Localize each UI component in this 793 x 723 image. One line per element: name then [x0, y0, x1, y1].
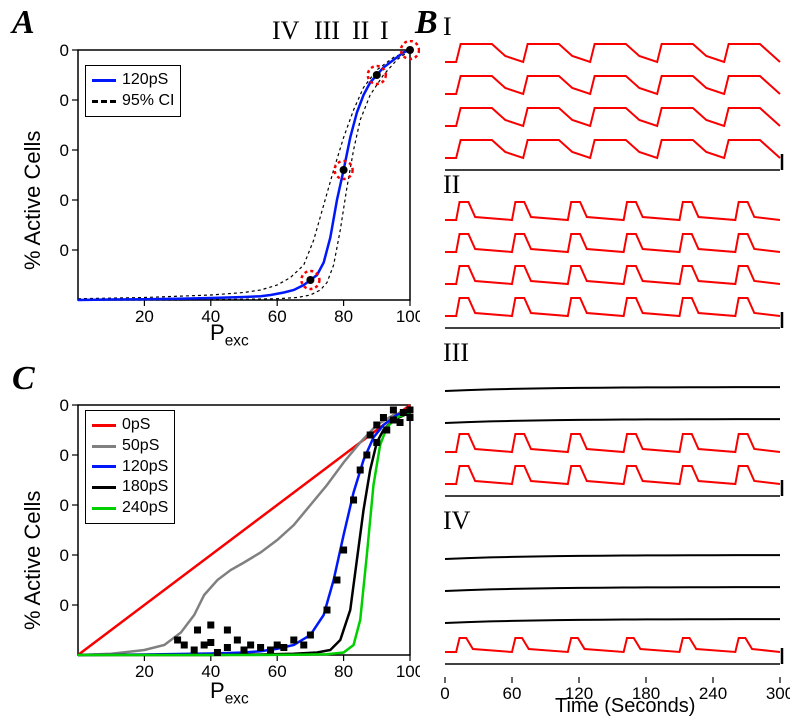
- svg-text:80: 80: [60, 91, 69, 110]
- svg-text:100: 100: [396, 662, 420, 681]
- svg-text:80: 80: [334, 662, 353, 681]
- legend-swatch-120ps-c: [92, 465, 116, 468]
- svg-text:IV: IV: [443, 506, 471, 535]
- legend-label-120ps: 120pS: [122, 70, 168, 91]
- panel-b-xlabel: Time (Seconds): [555, 695, 695, 718]
- panel-b-traces: IIIIIIIV060120180240300: [440, 15, 790, 705]
- panel-c-xlabel: Pexc: [210, 678, 249, 708]
- legend-swatch-240ps: [92, 507, 116, 510]
- legend-label-95ci: 95% CI: [122, 91, 174, 112]
- legend-row-180ps: 180pS: [92, 477, 168, 498]
- svg-text:60: 60: [60, 496, 69, 515]
- svg-text:40: 40: [60, 546, 69, 565]
- panel-a-legend: 120pS 95% CI: [85, 65, 181, 117]
- svg-text:100: 100: [60, 41, 69, 60]
- legend-row-120ps: 120pS: [92, 70, 174, 91]
- legend-swatch-180ps: [92, 486, 116, 489]
- panel-a-label: A: [12, 4, 35, 42]
- svg-text:60: 60: [268, 307, 287, 326]
- panel-a-xlabel-sub: exc: [225, 332, 249, 349]
- legend-row-240ps: 240pS: [92, 498, 168, 519]
- legend-row-120ps-c: 120pS: [92, 457, 168, 478]
- legend-swatch-120ps: [92, 79, 116, 82]
- legend-row-0ps: 0pS: [92, 415, 168, 436]
- svg-text:240: 240: [699, 684, 727, 703]
- legend-label-50ps: 50pS: [122, 436, 159, 457]
- panel-c-xlabel-sub: exc: [225, 690, 249, 707]
- panel-a-xlabel-main: P: [210, 320, 225, 345]
- svg-text:20: 20: [135, 307, 154, 326]
- panel-c-legend: 0pS 50pS 120pS 180pS 240pS: [85, 410, 175, 524]
- legend-label-180ps: 180pS: [122, 477, 168, 498]
- panel-c-ylabel: % Active Cells: [20, 491, 46, 630]
- svg-text:80: 80: [334, 307, 353, 326]
- svg-text:80: 80: [60, 446, 69, 465]
- svg-text:0: 0: [440, 684, 449, 703]
- legend-swatch-0ps: [92, 424, 116, 427]
- svg-text:300: 300: [766, 684, 790, 703]
- panel-b-label: B: [415, 4, 438, 42]
- legend-label-120ps-c: 120pS: [122, 457, 168, 478]
- legend-label-0ps: 0pS: [122, 415, 150, 436]
- svg-text:I: I: [443, 15, 452, 41]
- svg-text:20: 20: [60, 596, 69, 615]
- svg-text:60: 60: [503, 684, 522, 703]
- legend-label-240ps: 240pS: [122, 498, 168, 519]
- svg-text:II: II: [443, 170, 460, 199]
- svg-text:III: III: [443, 338, 469, 367]
- svg-text:100: 100: [60, 396, 69, 415]
- panel-a-xlabel: Pexc: [210, 320, 249, 350]
- svg-text:20: 20: [60, 241, 69, 260]
- svg-text:60: 60: [268, 662, 287, 681]
- panel-a-ylabel: % Active Cells: [20, 131, 46, 270]
- svg-text:100: 100: [396, 307, 420, 326]
- legend-row-50ps: 50pS: [92, 436, 168, 457]
- legend-row-95ci: 95% CI: [92, 91, 174, 112]
- legend-swatch-50ps: [92, 445, 116, 448]
- svg-text:60: 60: [60, 141, 69, 160]
- panel-c-xlabel-main: P: [210, 678, 225, 703]
- panel-c-label: C: [12, 360, 35, 398]
- legend-swatch-95ci: [92, 100, 116, 103]
- svg-text:20: 20: [135, 662, 154, 681]
- svg-text:40: 40: [60, 191, 69, 210]
